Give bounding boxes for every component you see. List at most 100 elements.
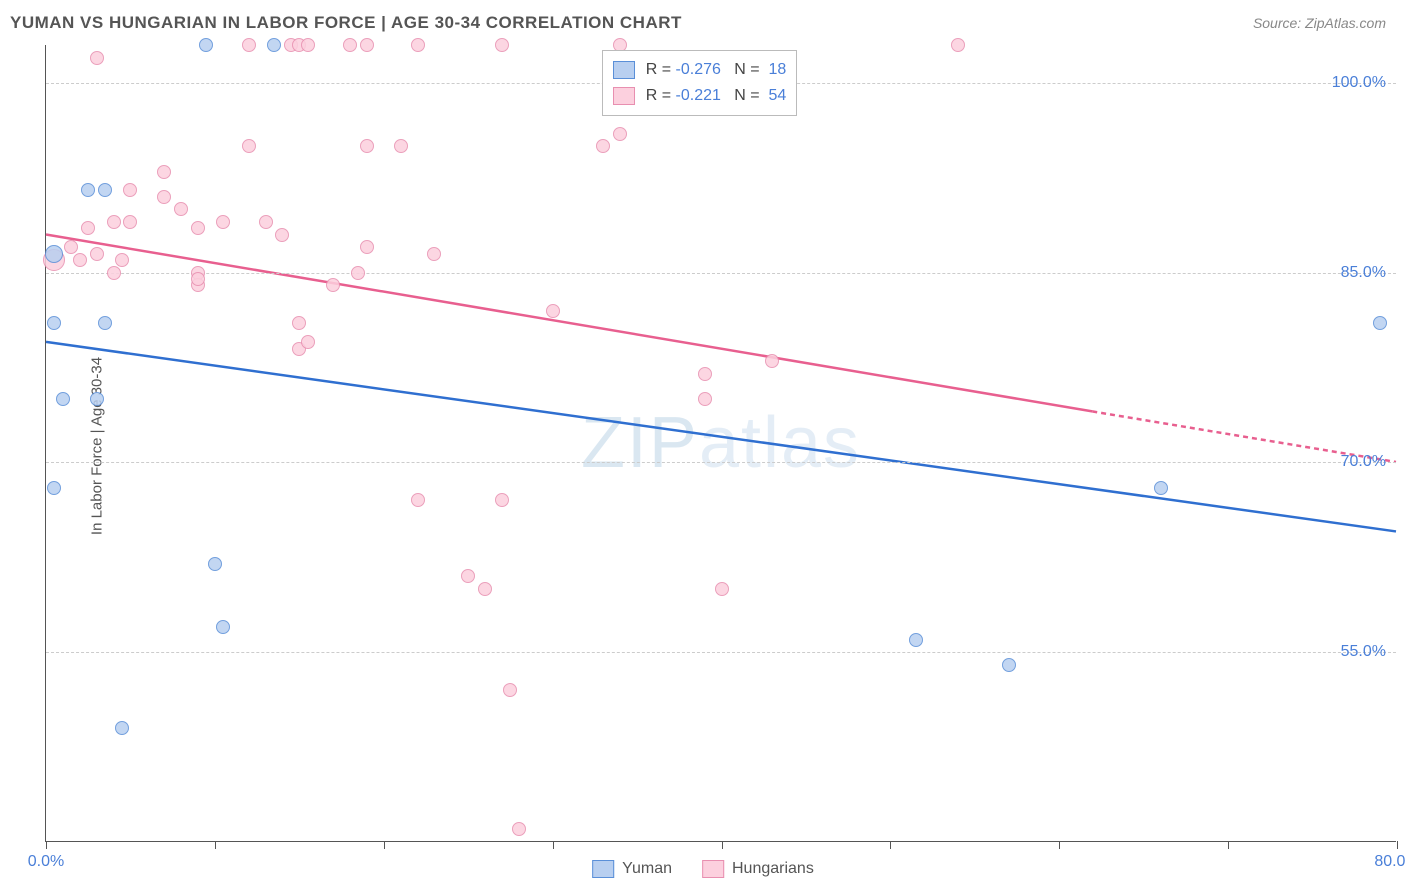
point-hungarians [351,266,365,280]
point-hungarians [123,215,137,229]
bottom-legend-item: Yuman [592,860,672,878]
point-hungarians [360,139,374,153]
point-hungarians [765,354,779,368]
legend-label: Hungarians [732,860,814,878]
point-hungarians [216,215,230,229]
point-yuman [216,620,230,634]
point-yuman [199,38,213,52]
point-hungarians [394,139,408,153]
point-hungarians [503,683,517,697]
x-tick [1228,841,1229,849]
point-hungarians [107,266,121,280]
point-yuman [115,721,129,735]
point-hungarians [546,304,560,318]
legend-text: R = -0.221 N = 54 [641,87,786,105]
point-hungarians [191,221,205,235]
point-hungarians [427,247,441,261]
chart-container: YUMAN VS HUNGARIAN IN LABOR FORCE | AGE … [0,0,1406,892]
y-tick-label: 55.0% [1341,643,1386,661]
legend-label: Yuman [622,860,672,878]
point-hungarians [301,38,315,52]
legend-text: R = -0.276 N = 18 [641,61,786,79]
point-hungarians [73,253,87,267]
point-yuman [1373,316,1387,330]
legend-swatch [613,87,635,105]
point-hungarians [157,190,171,204]
point-hungarians [242,38,256,52]
point-yuman [909,633,923,647]
point-hungarians [698,367,712,381]
x-tick-label: 80.0% [1374,853,1406,871]
x-tick [722,841,723,849]
gridline [46,652,1396,653]
x-tick [46,841,47,849]
plot-area: ZIPatlas 55.0%70.0%85.0%100.0%0.0%80.0% [45,45,1396,842]
point-hungarians [495,38,509,52]
point-hungarians [107,215,121,229]
point-hungarians [157,165,171,179]
point-yuman [1002,658,1016,672]
point-hungarians [360,38,374,52]
point-yuman [81,183,95,197]
x-tick [215,841,216,849]
point-hungarians [512,822,526,836]
point-hungarians [174,202,188,216]
x-tick [553,841,554,849]
point-hungarians [411,38,425,52]
y-tick-label: 70.0% [1341,453,1386,471]
point-yuman [45,245,63,263]
point-yuman [98,183,112,197]
point-hungarians [292,316,306,330]
point-hungarians [478,582,492,596]
legend-swatch [702,860,724,878]
trend-lines [46,45,1396,841]
x-tick [1059,841,1060,849]
point-hungarians [191,272,205,286]
point-hungarians [596,139,610,153]
point-hungarians [64,240,78,254]
point-hungarians [123,183,137,197]
legend-swatch [592,860,614,878]
point-yuman [267,38,281,52]
point-hungarians [81,221,95,235]
point-hungarians [115,253,129,267]
point-hungarians [343,38,357,52]
x-tick [890,841,891,849]
point-yuman [90,392,104,406]
point-yuman [208,557,222,571]
y-tick-label: 85.0% [1341,264,1386,282]
gridline [46,273,1396,274]
x-tick [384,841,385,849]
legend-swatch [613,61,635,79]
point-hungarians [275,228,289,242]
gridline [46,462,1396,463]
point-hungarians [715,582,729,596]
point-yuman [47,481,61,495]
point-yuman [56,392,70,406]
x-tick [1397,841,1398,849]
point-hungarians [90,247,104,261]
point-hungarians [90,51,104,65]
point-hungarians [698,392,712,406]
point-hungarians [411,493,425,507]
point-hungarians [326,278,340,292]
point-hungarians [242,139,256,153]
point-hungarians [495,493,509,507]
point-hungarians [613,127,627,141]
y-tick-label: 100.0% [1332,74,1386,92]
point-hungarians [360,240,374,254]
bottom-legend-item: Hungarians [702,860,814,878]
point-yuman [1154,481,1168,495]
chart-header: YUMAN VS HUNGARIAN IN LABOR FORCE | AGE … [0,0,1406,45]
point-hungarians [461,569,475,583]
point-yuman [98,316,112,330]
chart-title: YUMAN VS HUNGARIAN IN LABOR FORCE | AGE … [10,13,682,33]
point-hungarians [951,38,965,52]
stats-legend: R = -0.276 N = 18 R = -0.221 N = 54 [602,50,797,116]
point-hungarians [301,335,315,349]
bottom-legend: Yuman Hungarians [592,860,814,878]
x-tick-label: 0.0% [28,853,64,871]
point-yuman [47,316,61,330]
point-hungarians [259,215,273,229]
source-label: Source: ZipAtlas.com [1253,15,1386,31]
